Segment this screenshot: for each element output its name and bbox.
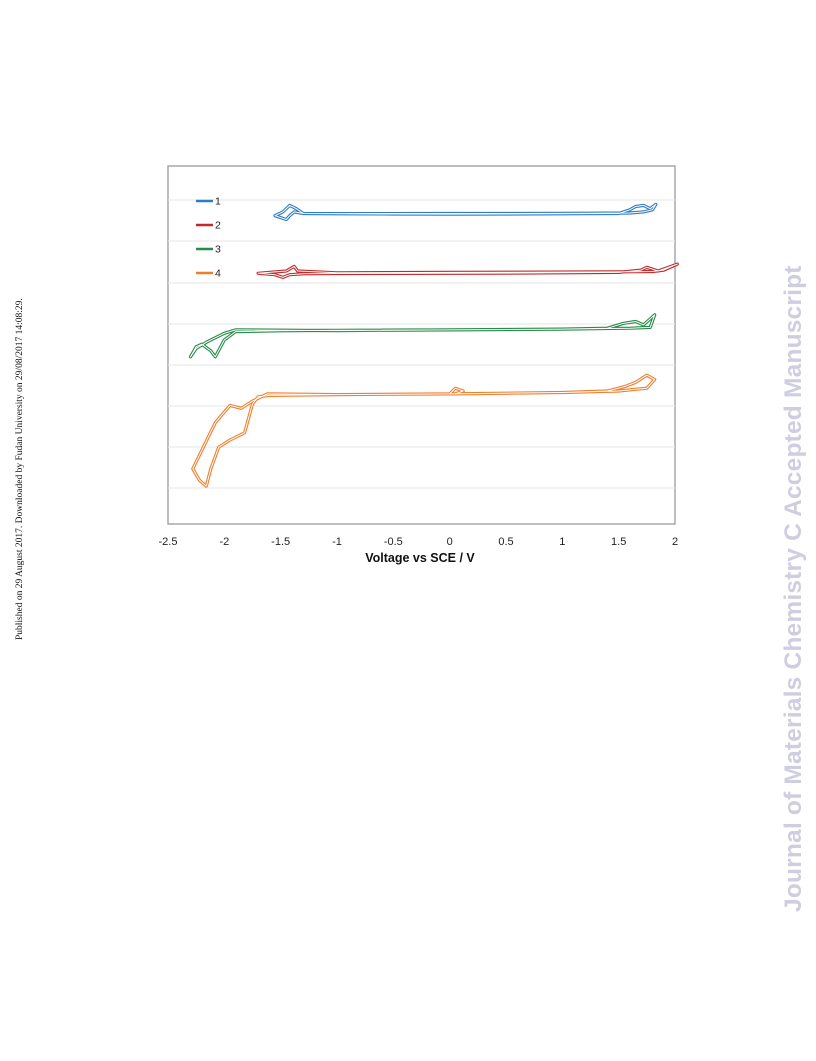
x-tick-label: 0.5 — [498, 536, 513, 548]
legend: 1 2 3 4 — [196, 196, 221, 280]
x-tick-label: 0 — [447, 536, 453, 548]
x-tick-label: 2 — [672, 536, 678, 548]
x-tick-label: 1 — [559, 536, 565, 548]
x-tick-label: -2 — [219, 536, 229, 548]
x-tick-label: -2.5 — [159, 536, 178, 548]
legend-label-1: 1 — [215, 196, 221, 208]
legend-label-2: 2 — [215, 220, 221, 232]
series-line-highlight-2 — [257, 263, 678, 278]
x-tick-label: -0.5 — [384, 536, 403, 548]
series-layer — [188, 202, 679, 488]
series-line-highlight-4 — [192, 374, 656, 487]
x-axis-label: Voltage vs SCE / V — [365, 551, 475, 565]
legend-label-4: 4 — [215, 268, 221, 280]
series-line-highlight-3 — [190, 314, 656, 358]
x-tick-label: 1.5 — [611, 536, 626, 548]
legend-label-3: 3 — [215, 244, 221, 256]
series-line-highlight-1 — [274, 203, 657, 220]
plot-frame — [167, 165, 676, 525]
x-tick-labels: -2.5 -2 -1.5 -1 -0.5 0 0.5 1 1.5 2 — [159, 536, 679, 548]
x-tick-label: -1 — [332, 536, 342, 548]
x-tick-label: -1.5 — [271, 536, 290, 548]
